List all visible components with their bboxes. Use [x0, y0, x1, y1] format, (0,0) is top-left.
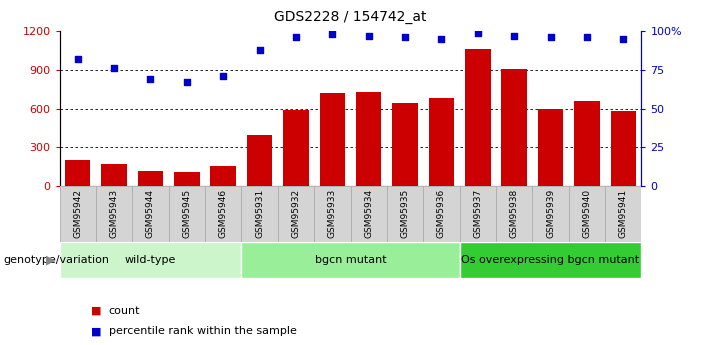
Point — [436, 36, 447, 42]
Bar — [314, 186, 350, 242]
Text: ▶: ▶ — [46, 253, 56, 266]
Text: GSM95932: GSM95932 — [292, 189, 301, 238]
Bar — [538, 109, 563, 186]
Bar — [102, 164, 127, 186]
Point — [363, 33, 374, 38]
Text: GSM95942: GSM95942 — [74, 189, 82, 238]
Bar — [174, 172, 200, 186]
Text: ■: ■ — [91, 326, 102, 336]
Text: GSM95944: GSM95944 — [146, 189, 155, 238]
Bar — [393, 104, 418, 186]
Bar — [60, 241, 241, 278]
Text: GSM95937: GSM95937 — [473, 189, 482, 238]
Bar — [496, 186, 532, 242]
Bar — [501, 69, 527, 186]
Text: Os overexpressing bgcn mutant: Os overexpressing bgcn mutant — [461, 255, 639, 265]
Point — [182, 80, 193, 85]
Bar — [611, 111, 636, 186]
Bar — [465, 49, 491, 186]
Point — [618, 36, 629, 42]
Text: GDS2228 / 154742_at: GDS2228 / 154742_at — [274, 10, 427, 24]
Bar — [569, 186, 605, 242]
Bar — [423, 186, 460, 242]
Point — [472, 30, 484, 35]
Text: GSM95934: GSM95934 — [365, 189, 373, 238]
Bar — [60, 186, 96, 242]
Point — [327, 31, 338, 37]
Bar — [320, 93, 345, 186]
Point — [145, 77, 156, 82]
Bar — [138, 171, 163, 186]
Point — [290, 34, 301, 40]
Bar — [247, 135, 272, 186]
Bar — [96, 186, 132, 242]
Text: GSM95940: GSM95940 — [583, 189, 592, 238]
Bar — [460, 186, 496, 242]
Point — [109, 66, 120, 71]
Bar — [356, 92, 381, 186]
Bar — [60, 186, 641, 242]
Point — [72, 56, 83, 62]
Bar — [350, 186, 387, 242]
Bar — [210, 166, 236, 186]
Text: bgcn mutant: bgcn mutant — [315, 255, 386, 265]
Bar — [574, 101, 599, 186]
Bar — [387, 186, 423, 242]
Text: genotype/variation: genotype/variation — [4, 255, 109, 265]
Bar — [605, 186, 641, 242]
Text: GSM95931: GSM95931 — [255, 189, 264, 238]
Text: GSM95938: GSM95938 — [510, 189, 519, 238]
Bar — [65, 160, 90, 186]
Bar — [241, 241, 460, 278]
Text: ■: ■ — [91, 306, 102, 315]
Bar — [283, 110, 308, 186]
Point — [217, 73, 229, 79]
Text: GSM95935: GSM95935 — [400, 189, 409, 238]
Point — [581, 34, 592, 40]
Bar — [241, 186, 278, 242]
Bar — [532, 186, 569, 242]
Text: GSM95941: GSM95941 — [619, 189, 627, 238]
Bar — [429, 98, 454, 186]
Text: wild-type: wild-type — [125, 255, 176, 265]
Bar — [460, 241, 641, 278]
Text: GSM95946: GSM95946 — [219, 189, 228, 238]
Bar — [132, 186, 169, 242]
Point — [254, 47, 265, 52]
Text: GSM95939: GSM95939 — [546, 189, 555, 238]
Text: GSM95936: GSM95936 — [437, 189, 446, 238]
Text: count: count — [109, 306, 140, 315]
Point — [400, 34, 411, 40]
Text: percentile rank within the sample: percentile rank within the sample — [109, 326, 297, 336]
Point — [508, 33, 519, 38]
Bar — [205, 186, 241, 242]
Text: GSM95945: GSM95945 — [182, 189, 191, 238]
Point — [545, 34, 556, 40]
Text: GSM95943: GSM95943 — [109, 189, 118, 238]
Text: GSM95933: GSM95933 — [328, 189, 336, 238]
Bar — [169, 186, 205, 242]
Bar — [278, 186, 314, 242]
